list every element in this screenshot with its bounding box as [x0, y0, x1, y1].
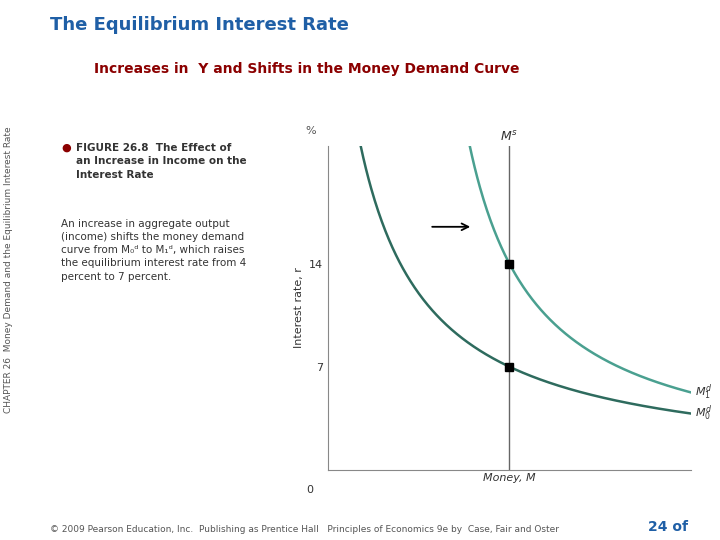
Text: FIGURE 26.8  The Effect of
an Increase in Income on the
Interest Rate: FIGURE 26.8 The Effect of an Increase in…	[76, 143, 246, 179]
Text: 0: 0	[306, 484, 313, 495]
X-axis label: Money, M: Money, M	[483, 472, 536, 483]
Text: $M_0^d$: $M_0^d$	[695, 404, 712, 423]
Text: Increases in  Y and Shifts in the Money Demand Curve: Increases in Y and Shifts in the Money D…	[94, 62, 519, 76]
Text: 24 of: 24 of	[647, 519, 688, 534]
Text: $M^s$: $M^s$	[500, 130, 518, 144]
Text: $M_1^d$: $M_1^d$	[695, 383, 712, 402]
Text: CHAPTER 26  Money Demand and the Equilibrium Interest Rate: CHAPTER 26 Money Demand and the Equilibr…	[4, 127, 13, 413]
Text: ●: ●	[61, 143, 71, 153]
Text: The Equilibrium Interest Rate: The Equilibrium Interest Rate	[50, 16, 349, 34]
Text: %: %	[306, 126, 316, 136]
Text: © 2009 Pearson Education, Inc.  Publishing as Prentice Hall   Principles of Econ: © 2009 Pearson Education, Inc. Publishin…	[50, 524, 559, 534]
Y-axis label: Interest rate, r: Interest rate, r	[294, 267, 304, 348]
Text: An increase in aggregate output
(income) shifts the money demand
curve from M₀ᵈ : An increase in aggregate output (income)…	[61, 219, 246, 281]
